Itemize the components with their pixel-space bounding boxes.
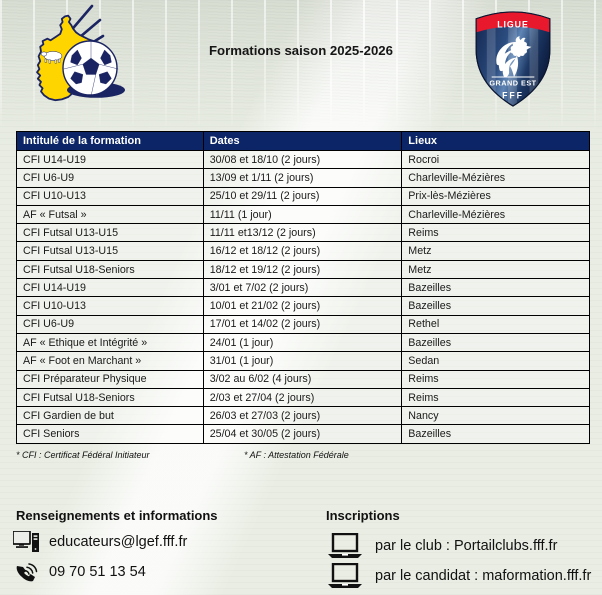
svg-text:LIGUE: LIGUE <box>497 19 529 29</box>
svg-text:FFF: FFF <box>502 90 524 100</box>
svg-text:GRAND EST: GRAND EST <box>489 79 536 88</box>
